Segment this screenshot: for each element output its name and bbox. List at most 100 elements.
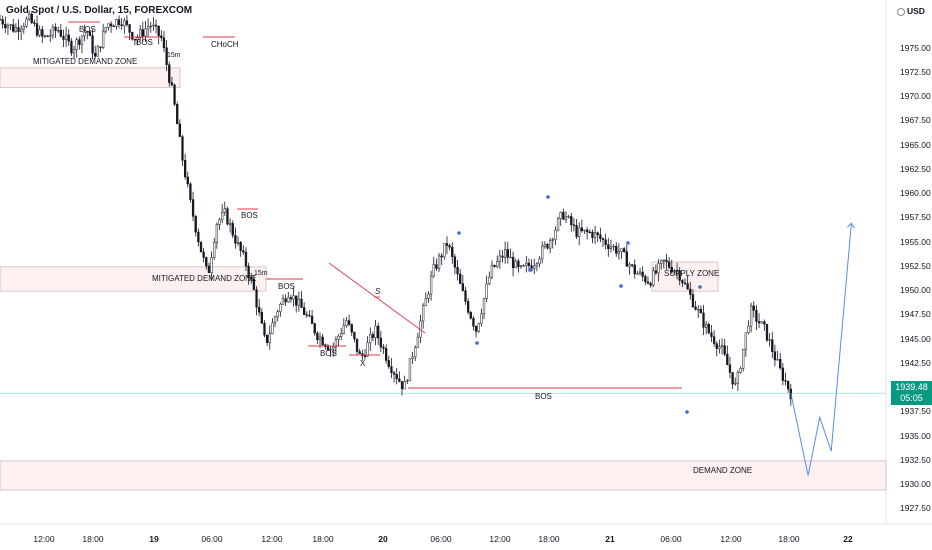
price-axis-label: 1970.00 (900, 91, 931, 102)
candle-body (297, 298, 301, 306)
candle-body (652, 270, 655, 286)
candle-body (620, 248, 623, 252)
candle-body (27, 13, 31, 20)
candle-body (570, 216, 573, 226)
candle-body (83, 31, 86, 37)
candle-body (763, 321, 766, 325)
candle-body (340, 333, 343, 337)
candle-body (308, 315, 311, 317)
candle-body (440, 255, 443, 258)
demand-zone-label: DEMAND ZONE (693, 466, 753, 475)
candle-body (535, 263, 539, 267)
price-axis-label: 1942.50 (900, 357, 931, 368)
candle-body (607, 244, 610, 250)
candle-body (152, 24, 155, 27)
candle-body (427, 293, 430, 299)
candle-body (488, 276, 491, 285)
candle-body (54, 26, 57, 31)
candle-body (562, 211, 565, 220)
candle-body (498, 255, 502, 262)
time-axis-label: 21 (605, 534, 615, 544)
time-axis-label: 12:00 (489, 534, 511, 544)
candle-body (64, 34, 68, 40)
candle-body (170, 82, 174, 86)
candle-body (522, 265, 525, 267)
candle-body (734, 382, 737, 385)
candle-body (731, 372, 734, 385)
candle-body (432, 264, 435, 277)
candle-body (22, 26, 25, 30)
candle-body (496, 261, 499, 267)
projection-path (790, 223, 852, 476)
candle-body (601, 238, 605, 241)
demand-zone (0, 460, 887, 491)
candle-body (263, 322, 266, 336)
pivot-dot (619, 284, 623, 288)
candle-body (400, 381, 404, 390)
candle-body (194, 216, 197, 233)
candle-body (408, 358, 412, 381)
candle-body (596, 232, 599, 235)
candle-body (1, 19, 4, 25)
currency-label[interactable]: USD (897, 6, 925, 16)
candle-body (398, 378, 401, 382)
price-axis-label: 1960.00 (900, 188, 931, 199)
candle-body (683, 282, 687, 284)
candle-body (210, 257, 213, 274)
candle-body (757, 321, 761, 324)
candle-body (186, 176, 189, 185)
candle-body (657, 263, 660, 274)
candle-body (128, 24, 131, 33)
candle-body (366, 342, 369, 357)
candle-body (96, 46, 100, 57)
candle-body (564, 216, 568, 220)
candle-body (615, 245, 618, 254)
candle-body (437, 255, 441, 269)
candle-body (469, 312, 472, 319)
candle-body (363, 355, 367, 357)
candle-body (197, 231, 200, 243)
candle-body (199, 241, 203, 253)
candle-body (435, 264, 438, 269)
price-axis-label: 1947.50 (900, 309, 931, 320)
candle-body (136, 37, 139, 41)
candle-body (644, 276, 647, 283)
candle-body (334, 339, 338, 348)
time-axis-label: 18:00 (82, 534, 104, 544)
symbol-title[interactable]: Gold Spot / U.S. Dollar, 15, FOREXCOM (6, 5, 193, 16)
candle-body (144, 28, 147, 37)
candle-body (728, 364, 732, 373)
candle-body (104, 27, 107, 32)
candle-body (75, 39, 78, 50)
candle-body (94, 53, 97, 57)
candle-body (30, 13, 33, 23)
candle-body (546, 244, 549, 249)
candle-body (636, 273, 639, 275)
candle-body (649, 283, 652, 286)
candle-body (485, 283, 488, 299)
price-axis-label: 1967.50 (900, 115, 931, 126)
candle-body (459, 273, 462, 284)
candle-body (411, 356, 414, 359)
time-axis-label: 06:00 (430, 534, 452, 544)
bos-label-2: BOS (136, 38, 153, 47)
pivot-dot (529, 268, 533, 272)
candle-body (78, 39, 81, 45)
candle-body (255, 289, 258, 308)
candle-body (604, 239, 607, 245)
candle-body (583, 229, 586, 232)
candle-body (715, 343, 718, 349)
price-axis-label: 1927.50 (900, 503, 931, 514)
candle-body (575, 225, 578, 237)
candle-body (538, 258, 541, 265)
candle-body (707, 324, 710, 333)
candle-body (234, 235, 237, 244)
candle-body (176, 104, 179, 125)
candle-body (543, 244, 546, 247)
price-axis-label: 1952.50 (900, 260, 931, 271)
candle-body (9, 24, 12, 27)
candle-body (154, 24, 158, 27)
candle-body (213, 242, 216, 258)
candle-body (705, 324, 708, 328)
